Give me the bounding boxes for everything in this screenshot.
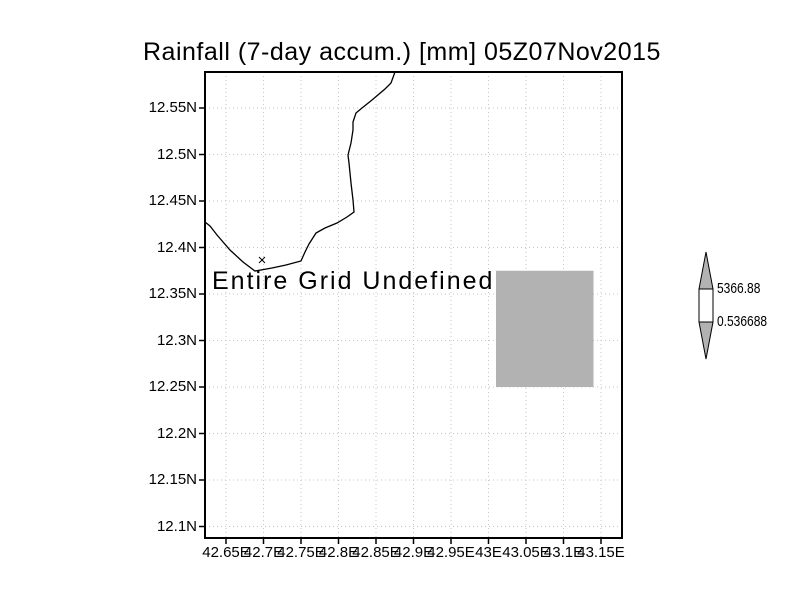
- colorbar-body: [698, 288, 714, 323]
- y-tick-label: 12.4N: [156, 238, 197, 256]
- x-tick-label: 42.75E: [277, 544, 325, 561]
- axis-ticks: [199, 107, 602, 544]
- y-tick-label: 12.1N: [156, 517, 197, 535]
- x-tick-label: 42.8E: [318, 544, 359, 561]
- y-tick-label: 12.5N: [156, 145, 197, 163]
- y-tick-label: 12.3N: [156, 331, 197, 349]
- x-tick-label: 43.1E: [543, 544, 584, 561]
- colorbar-min-label: 0.536688: [717, 313, 768, 330]
- undefined-grid-message: Entire Grid Undefined: [212, 267, 495, 295]
- x-tick-label: 42.65E: [202, 544, 250, 561]
- shaded-region: [496, 270, 594, 387]
- colorbar-down-arrow-icon: [698, 321, 714, 360]
- gridlines: [205, 72, 622, 538]
- y-tick-label: 12.35N: [148, 285, 197, 302]
- chart-title: Rainfall (7-day accum.) [mm] 05Z07Nov201…: [143, 38, 661, 66]
- y-tick-label: 12.15N: [148, 471, 197, 488]
- colorbar: [698, 251, 714, 360]
- x-tick-label: 42.9E: [393, 544, 434, 561]
- y-tick-label: 12.45N: [148, 192, 197, 209]
- y-tick-label: 12.25N: [148, 378, 197, 395]
- x-tick-label: 42.85E: [352, 544, 400, 561]
- y-tick-label: 12.2N: [156, 424, 197, 442]
- x-tick-label: 42.95E: [427, 544, 475, 561]
- colorbar-max-label: 5366.88: [717, 280, 761, 297]
- x-tick-label: 42.7E: [243, 544, 284, 561]
- colorbar-up-arrow-icon: [698, 251, 714, 290]
- coastline: [204, 71, 396, 272]
- x-tick-label: 43.15E: [577, 544, 625, 561]
- x-tick-label: 43.05E: [502, 544, 550, 561]
- y-tick-label: 12.55N: [148, 99, 197, 116]
- x-tick-label: 43E: [475, 544, 502, 561]
- coast-marker-icon: [258, 256, 266, 264]
